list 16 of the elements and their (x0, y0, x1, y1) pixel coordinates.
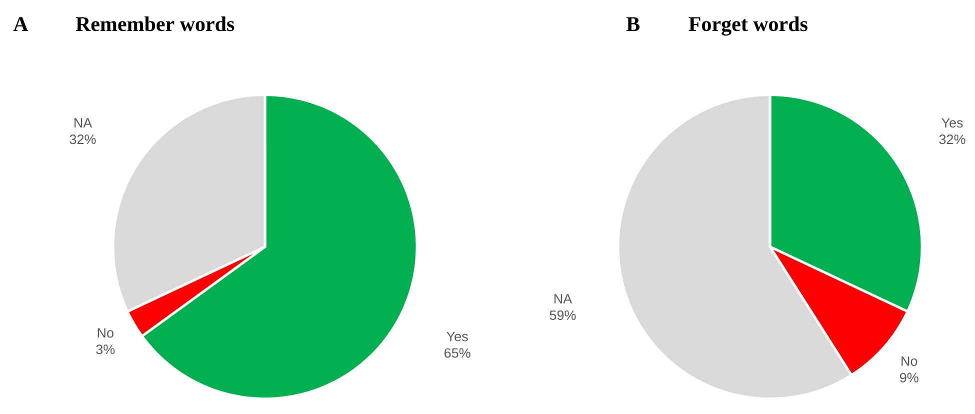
data-label: 32% (939, 134, 966, 144)
slice-label: Yes (446, 332, 468, 342)
slice-label: Yes (942, 118, 963, 128)
text: A (13, 17, 28, 31)
slice-label: No (902, 356, 918, 366)
chart-title: Remember words (76, 16, 234, 32)
data-label: 9% (900, 372, 918, 382)
chart-title: Forget words (688, 16, 808, 36)
data-label: 32% (70, 134, 96, 144)
slice-label: NA (554, 294, 572, 304)
data-label: 3% (96, 344, 115, 354)
text: B (626, 17, 640, 32)
slice-label: NA (74, 118, 92, 128)
data-label: 59% (550, 310, 576, 320)
slice-label: No (98, 328, 114, 338)
data-label: 65% (444, 348, 470, 358)
